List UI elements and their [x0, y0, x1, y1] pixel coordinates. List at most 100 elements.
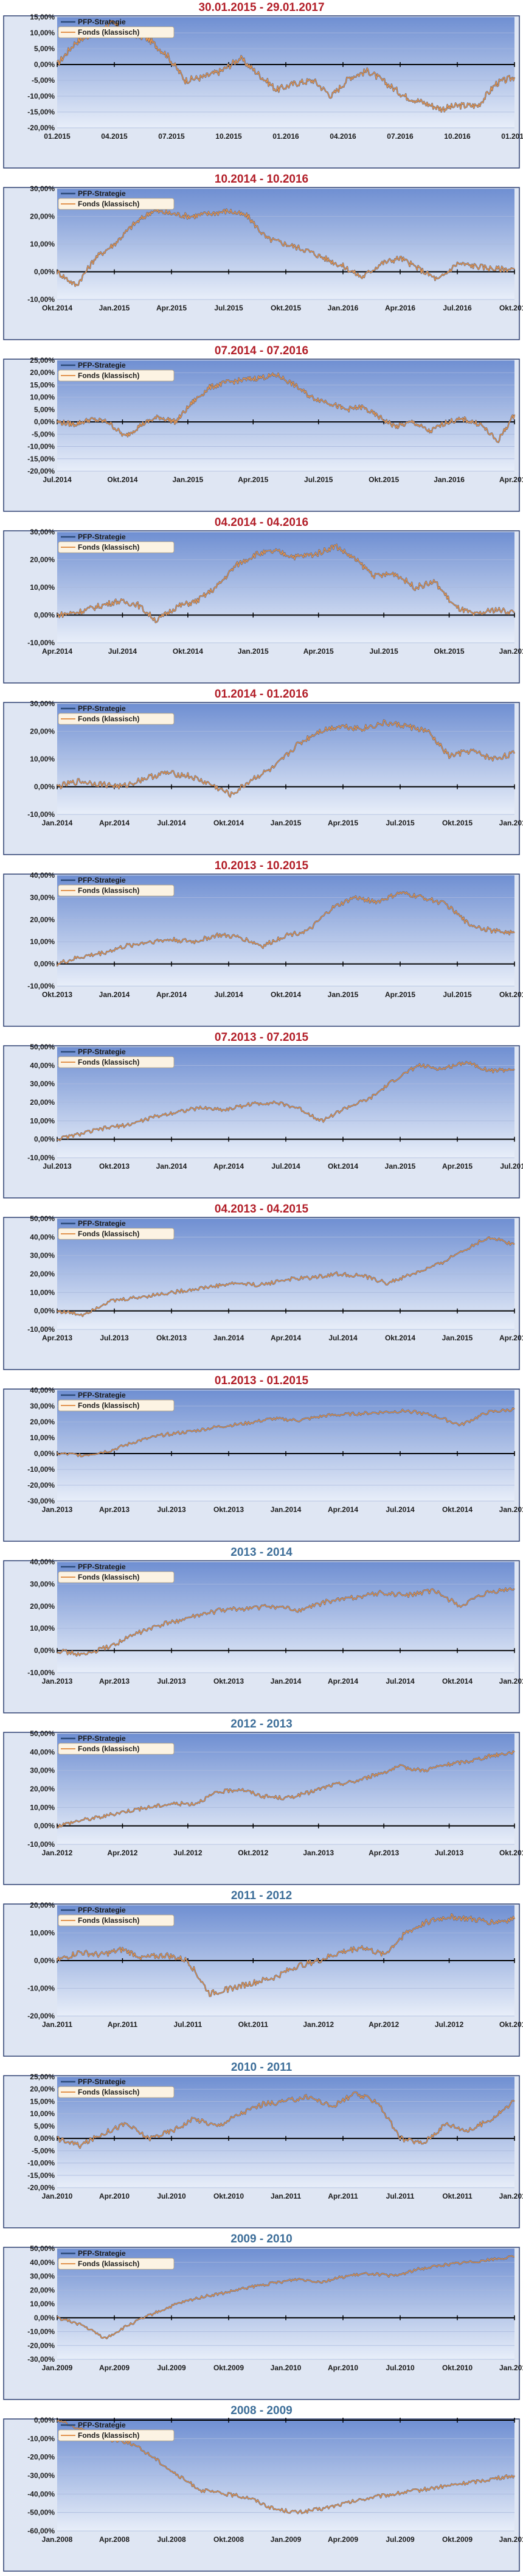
y-tick-label: 40,00%	[30, 1386, 55, 1395]
x-tick-label: Jan.2013	[42, 1505, 73, 1514]
y-tick-label: 20,00%	[30, 2085, 55, 2093]
x-tick-label: Apr.2013	[42, 1334, 72, 1342]
y-tick-label: 40,00%	[30, 1061, 55, 1069]
chart-svg: 50,00% 40,00% 30,00% 20,00% 10,00% 0,00% -10,0…	[3, 1043, 523, 1199]
y-tick-label: 50,00%	[30, 2244, 55, 2253]
x-tick-label: Apr.2015	[385, 990, 415, 999]
x-tick-label: Jul.2015	[304, 475, 333, 484]
y-tick-label: -10,00%	[27, 810, 55, 819]
y-tick-label: 5,00%	[34, 2122, 55, 2130]
x-tick-label: 07.2016	[387, 132, 414, 141]
legend-label-strategy: PFP-Strategie	[78, 1219, 126, 1228]
chart-title: 01.2014 - 01.2016	[214, 688, 309, 701]
x-tick-label: Apr.2014	[328, 1505, 358, 1514]
x-tick-label: Okt.2012	[499, 2020, 523, 2029]
x-tick-label: Jan.2015	[385, 1162, 416, 1171]
x-tick-label: Okt.2013	[213, 1505, 244, 1514]
x-tick-label: Okt.2015	[442, 819, 473, 827]
y-tick-label: -40,00%	[27, 2490, 55, 2498]
x-tick-label: Okt.2014	[107, 475, 137, 484]
x-tick-label: Okt.2014	[213, 819, 244, 827]
chart-panel: 04.2013 - 04.2015 50,00% 40,00% 30,00% 20,00…	[0, 1202, 523, 1373]
x-tick-label: Okt.2010	[442, 2364, 473, 2372]
x-tick-label: Okt.2014	[442, 1505, 473, 1514]
y-tick-label: -10,00%	[27, 1465, 55, 1474]
y-tick-label: 30,00%	[30, 1251, 55, 1260]
chart-panel: 30.01.2015 - 29.01.2017 15,00% 10,00% 5,00%…	[0, 0, 523, 172]
legend-label-fund: Fonds (klassisch)	[78, 1401, 139, 1410]
chart-panel: 2008 - 2009 0,00% -10,00% -20,00% -30,00% -40…	[0, 2403, 523, 2575]
x-tick-label: Apr.2010	[328, 2364, 358, 2372]
legend-label-strategy: PFP-Strategie	[78, 704, 126, 713]
y-tick-label: 20,00%	[30, 212, 55, 221]
x-tick-label: Jul.2013	[435, 1849, 464, 1857]
y-tick-label: 10,00%	[30, 1624, 55, 1633]
legend-label-strategy: PFP-Strategie	[78, 2249, 126, 2258]
chart-title: 07.2013 - 07.2015	[214, 1031, 309, 1044]
series-line-fund	[57, 719, 515, 798]
chart-svg: 15,00% 10,00% 5,00% 0,00% -5,00% -10,00% -15,0…	[3, 13, 523, 169]
legend-label-strategy: PFP-Strategie	[78, 1734, 126, 1743]
series-line-fund	[57, 2091, 515, 2149]
chart-panel: 2009 - 2010 50,00% 40,00% 30,00% 20,00% 10,00…	[0, 2231, 523, 2403]
y-tick-label: 40,00%	[30, 871, 55, 880]
x-tick-label: Okt.2014	[328, 1162, 358, 1171]
x-tick-label: Apr.2009	[328, 2535, 358, 2544]
x-tick-label: Jul.2009	[386, 2535, 415, 2544]
y-tick-label: -30,00%	[27, 1497, 55, 1505]
y-tick-label: -15,00%	[27, 2171, 55, 2180]
chart-svg: 0,00% -10,00% -20,00% -30,00% -40,00% -50,00%…	[3, 2416, 523, 2572]
legend-label-fund: Fonds (klassisch)	[78, 200, 139, 208]
x-tick-label: Apr.2014	[213, 1162, 244, 1171]
legend-box-fund	[58, 198, 175, 210]
series-line-fund	[57, 544, 515, 623]
x-tick-label: Apr.2014	[328, 1677, 358, 1685]
chart-title: 2010 - 2011	[230, 2061, 293, 2074]
legend-box-fund	[58, 2086, 175, 2098]
x-tick-label: Apr.2015	[442, 1162, 473, 1171]
y-tick-label: 10,00%	[30, 1288, 55, 1297]
series-line-fund	[57, 1061, 515, 1141]
x-tick-label: Apr.2012	[107, 1849, 137, 1857]
x-tick-label: Jan.2014	[42, 819, 73, 827]
legend-box-fund	[58, 1571, 175, 1583]
y-tick-label: 20,00%	[30, 727, 55, 736]
x-tick-label: Jul.2013	[43, 1162, 72, 1171]
y-tick-label: 0,00%	[34, 1307, 55, 1315]
legend-label-fund: Fonds (klassisch)	[78, 1745, 139, 1753]
y-tick-label: -10,00%	[27, 92, 55, 100]
y-tick-label: 10,00%	[30, 240, 55, 248]
x-tick-label: Okt.2011	[238, 2020, 269, 2029]
y-tick-label: 0,00%	[34, 1822, 55, 1830]
x-tick-label: Jan.2008	[42, 2535, 73, 2544]
x-tick-label: Jul.2010	[386, 2364, 415, 2372]
x-tick-label: Jul.2015	[443, 990, 472, 999]
chart-title: 07.2014 - 07.2016	[214, 345, 309, 357]
y-tick-label: 30,00%	[30, 893, 55, 901]
x-tick-label: Jan.2014	[213, 1334, 244, 1342]
y-tick-label: 30,00%	[30, 1402, 55, 1410]
y-tick-label: 20,00%	[30, 1785, 55, 1793]
y-tick-label: 10,00%	[30, 393, 55, 402]
chart-svg: 30,00% 20,00% 10,00% 0,00% -10,00%Jan.2014 Ap…	[3, 699, 523, 855]
x-tick-label: Jul.2014	[214, 990, 243, 999]
x-tick-label: Apr.2015	[238, 475, 268, 484]
chart-svg: 50,00% 40,00% 30,00% 20,00% 10,00% 0,00% -10,0…	[3, 1214, 523, 1370]
x-tick-label: Apr.2013	[99, 1505, 130, 1514]
x-tick-label: Apr.2011	[108, 2020, 138, 2029]
y-tick-label: 0,00%	[34, 268, 55, 276]
chart-panel: 2010 - 2011 25,00% 20,00% 15,00% 10,00% 5,00%…	[0, 2060, 523, 2231]
series-line-fund	[57, 208, 515, 287]
x-tick-label: Jul.2014	[386, 1505, 415, 1514]
legend-label-fund: Fonds (klassisch)	[78, 543, 139, 551]
x-tick-label: Okt.2015	[499, 990, 523, 999]
chart-panel: 10.2013 - 10.2015 40,00% 30,00% 20,00% 10,00…	[0, 858, 523, 1030]
y-tick-label: -20,00%	[27, 467, 55, 475]
legend-label-strategy: PFP-Strategie	[78, 1048, 126, 1056]
x-tick-label: Jul.2013	[157, 1505, 186, 1514]
chart-svg: 40,00% 30,00% 20,00% 10,00% 0,00% -10,00% -20,…	[3, 1386, 523, 1542]
y-tick-label: 10,00%	[30, 755, 55, 763]
chart-title: 2009 - 2010	[230, 2233, 293, 2245]
